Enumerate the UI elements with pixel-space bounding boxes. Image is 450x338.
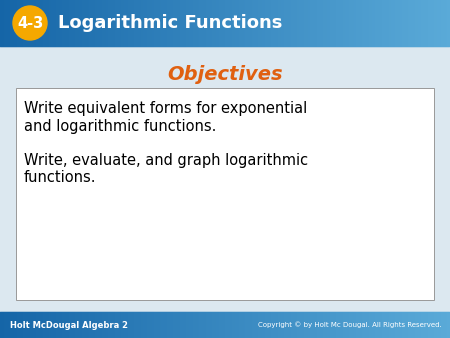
Circle shape xyxy=(13,6,47,40)
Text: Logarithmic Functions: Logarithmic Functions xyxy=(58,14,283,32)
Text: Objectives: Objectives xyxy=(167,65,283,83)
FancyBboxPatch shape xyxy=(16,88,434,300)
Text: Write equivalent forms for exponential: Write equivalent forms for exponential xyxy=(24,100,307,116)
Text: 4-3: 4-3 xyxy=(17,16,43,30)
Text: and logarithmic functions.: and logarithmic functions. xyxy=(24,119,216,134)
Text: Holt McDougal Algebra 2: Holt McDougal Algebra 2 xyxy=(10,320,128,330)
FancyBboxPatch shape xyxy=(0,46,450,312)
Text: functions.: functions. xyxy=(24,170,96,186)
Text: Copyright © by Holt Mc Dougal. All Rights Reserved.: Copyright © by Holt Mc Dougal. All Right… xyxy=(258,322,442,328)
Text: Write, evaluate, and graph logarithmic: Write, evaluate, and graph logarithmic xyxy=(24,152,308,168)
